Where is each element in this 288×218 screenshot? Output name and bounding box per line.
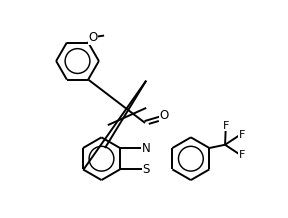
Text: F: F bbox=[239, 130, 245, 140]
Text: S: S bbox=[143, 163, 150, 176]
Text: O: O bbox=[88, 31, 97, 44]
Text: F: F bbox=[239, 150, 245, 160]
Text: F: F bbox=[223, 121, 229, 131]
Text: O: O bbox=[160, 109, 169, 122]
Text: N: N bbox=[142, 141, 151, 155]
